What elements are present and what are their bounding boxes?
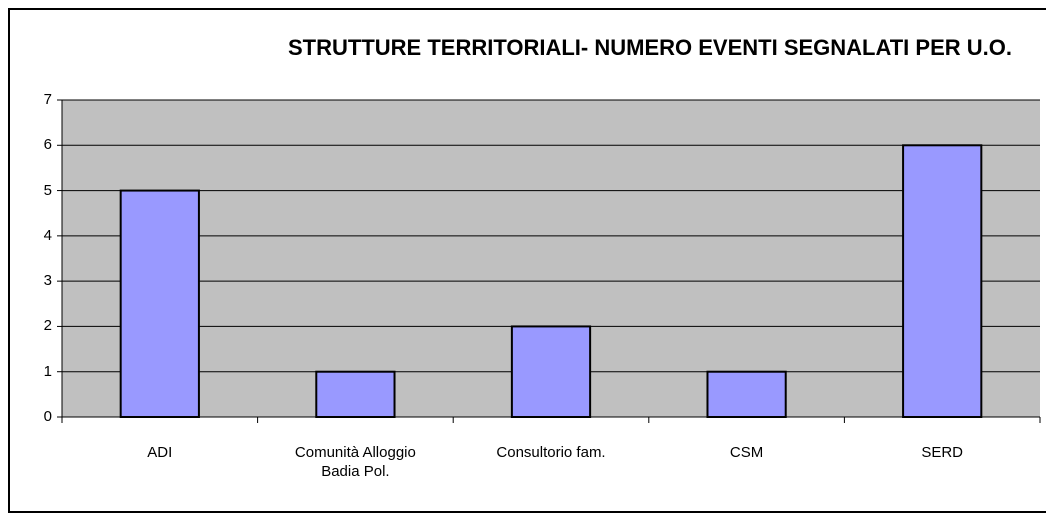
chart-border xyxy=(8,8,1046,513)
y-tick-label: 5 xyxy=(43,181,52,199)
x-tick-label: ADI xyxy=(147,444,173,461)
x-tick-label: SERD xyxy=(921,444,964,461)
bar xyxy=(119,189,200,418)
y-tick-label: 7 xyxy=(43,91,52,108)
bar xyxy=(706,370,787,419)
x-tick-label: Comunità Alloggio Badia Pol. xyxy=(294,444,416,480)
y-tick-label: 0 xyxy=(43,408,52,425)
y-tick-label: 2 xyxy=(43,317,52,335)
x-tick-label: Consultorio fam. xyxy=(496,444,606,461)
bar xyxy=(902,144,983,419)
bar xyxy=(315,370,396,419)
y-tick-label: 6 xyxy=(43,136,52,154)
bar xyxy=(510,325,592,418)
y-tick-label: 3 xyxy=(43,272,52,290)
chart-title: STRUTTURE TERRITORIALI- NUMERO EVENTI SE… xyxy=(288,35,1012,60)
y-tick-label: 4 xyxy=(43,226,52,244)
x-tick-label: CSM xyxy=(729,444,764,461)
y-tick-label: 1 xyxy=(43,362,52,380)
